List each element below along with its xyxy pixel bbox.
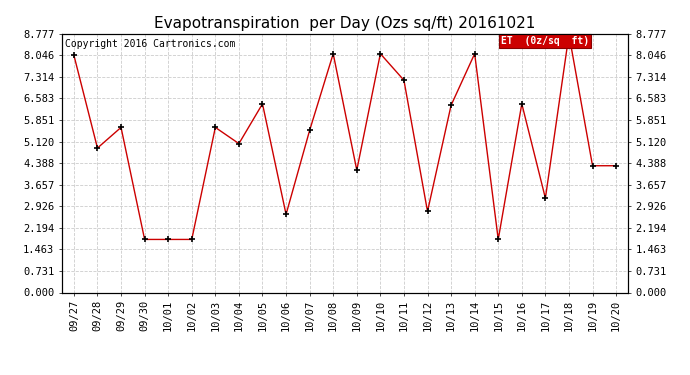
Text: Copyright 2016 Cartronics.com: Copyright 2016 Cartronics.com [65,39,235,49]
Title: Evapotranspiration  per Day (Ozs sq/ft) 20161021: Evapotranspiration per Day (Ozs sq/ft) 2… [155,16,535,31]
Text: ET  (0z/sq  ft): ET (0z/sq ft) [501,36,589,46]
